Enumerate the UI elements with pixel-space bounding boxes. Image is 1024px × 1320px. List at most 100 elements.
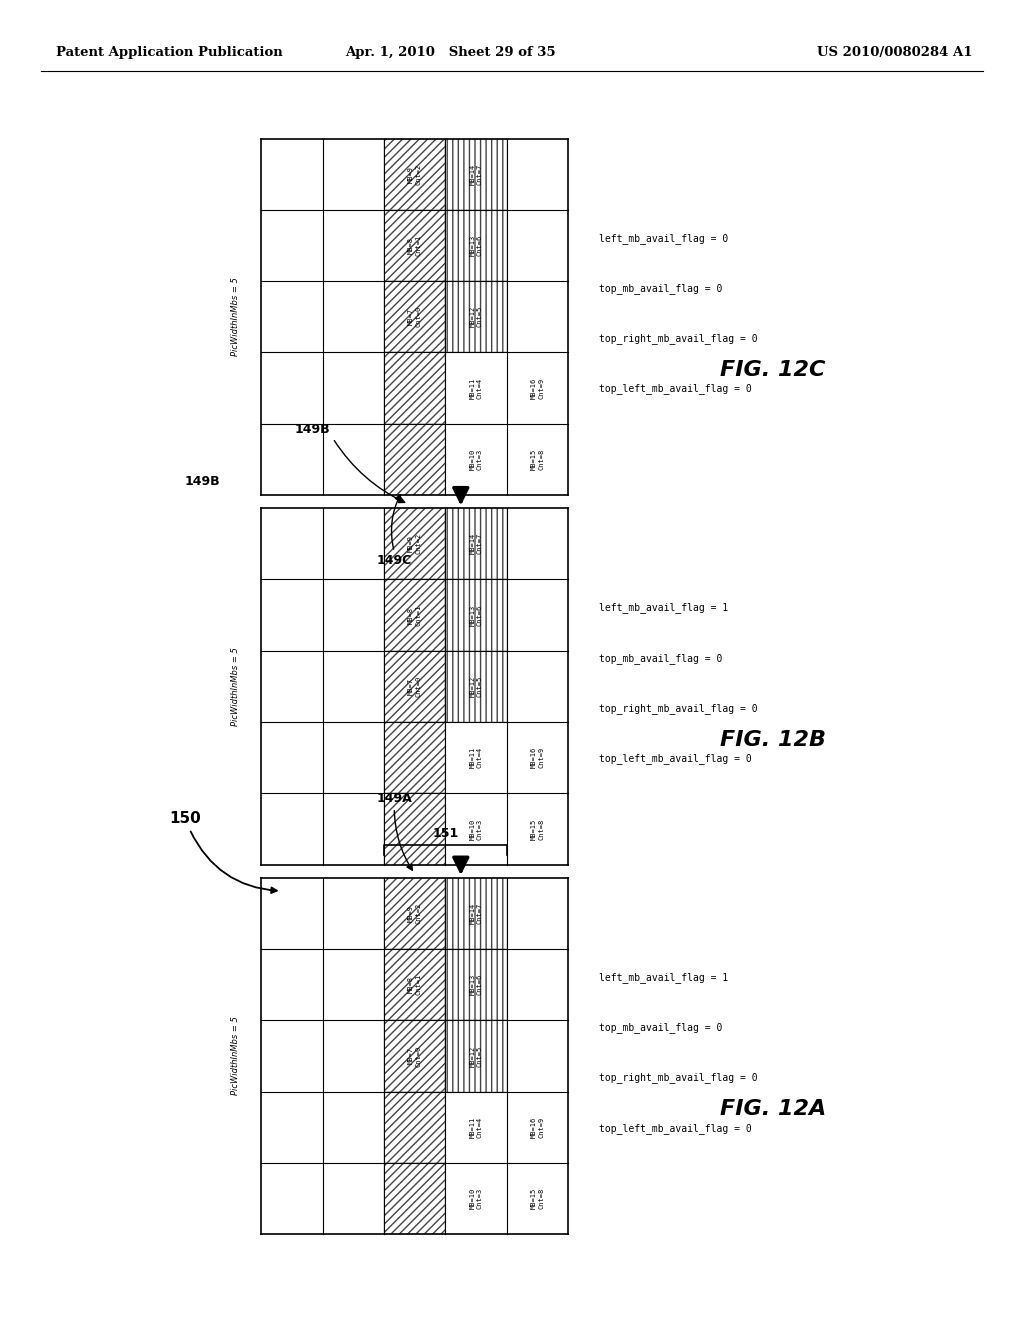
Bar xyxy=(384,1163,445,1234)
Text: top_left_mb_avail_flag = 0: top_left_mb_avail_flag = 0 xyxy=(599,752,752,764)
Bar xyxy=(445,651,507,722)
Bar xyxy=(384,651,445,722)
Text: top_right_mb_avail_flag = 0: top_right_mb_avail_flag = 0 xyxy=(599,1072,758,1084)
Bar xyxy=(384,352,445,424)
Text: PicWidthInMbs = 5: PicWidthInMbs = 5 xyxy=(231,1016,240,1096)
Bar xyxy=(261,508,568,865)
Bar xyxy=(384,579,445,651)
Text: 150: 150 xyxy=(169,810,201,826)
Bar xyxy=(384,722,445,793)
Text: top_right_mb_avail_flag = 0: top_right_mb_avail_flag = 0 xyxy=(599,702,758,714)
Text: MB=10
Cnt=3: MB=10 Cnt=3 xyxy=(470,818,482,840)
Text: MB=16
Cnt=9: MB=16 Cnt=9 xyxy=(531,1117,544,1138)
Text: MB=11
Cnt=4: MB=11 Cnt=4 xyxy=(470,1117,482,1138)
Bar xyxy=(445,878,507,949)
Text: MB=15
Cnt=8: MB=15 Cnt=8 xyxy=(531,818,544,840)
Text: Apr. 1, 2010   Sheet 29 of 35: Apr. 1, 2010 Sheet 29 of 35 xyxy=(345,46,556,59)
Bar xyxy=(384,1020,445,1092)
Bar xyxy=(445,281,507,352)
Text: 149B: 149B xyxy=(295,422,330,436)
Text: top_left_mb_avail_flag = 0: top_left_mb_avail_flag = 0 xyxy=(599,383,752,395)
Bar xyxy=(445,508,507,579)
Bar xyxy=(384,281,445,352)
Bar xyxy=(384,424,445,495)
Bar xyxy=(384,722,445,793)
Bar xyxy=(261,878,568,1234)
Bar xyxy=(445,579,507,651)
Bar xyxy=(384,508,445,579)
Text: MB=10
Cnt=3: MB=10 Cnt=3 xyxy=(470,1188,482,1209)
Bar xyxy=(445,878,507,949)
Text: MB=16
Cnt=9: MB=16 Cnt=9 xyxy=(531,378,544,399)
Text: MB=11
Cnt=4: MB=11 Cnt=4 xyxy=(470,747,482,768)
Bar xyxy=(384,1092,445,1163)
Text: PicWidthInMbs = 5: PicWidthInMbs = 5 xyxy=(231,647,240,726)
Text: MB=15
Cnt=8: MB=15 Cnt=8 xyxy=(531,1188,544,1209)
Bar xyxy=(445,210,507,281)
Text: MB=15
Cnt=8: MB=15 Cnt=8 xyxy=(531,449,544,470)
Text: MB=9
Cnt=2: MB=9 Cnt=2 xyxy=(409,164,421,185)
Bar xyxy=(445,651,507,722)
Text: FIG. 12A: FIG. 12A xyxy=(720,1100,826,1119)
Text: 151: 151 xyxy=(432,826,459,840)
Text: MB=12
Cnt=5: MB=12 Cnt=5 xyxy=(470,1045,482,1067)
Text: MB=8
Cnt=1: MB=8 Cnt=1 xyxy=(409,974,421,995)
Text: US 2010/0080284 A1: US 2010/0080284 A1 xyxy=(817,46,973,59)
Bar xyxy=(384,651,445,722)
Bar xyxy=(384,210,445,281)
Bar xyxy=(384,1020,445,1092)
Text: MB=13
Cnt=6: MB=13 Cnt=6 xyxy=(470,605,482,626)
Text: left_mb_avail_flag = 1: left_mb_avail_flag = 1 xyxy=(599,972,728,983)
Bar xyxy=(445,1020,507,1092)
Bar xyxy=(384,424,445,495)
Bar xyxy=(445,579,507,651)
Text: MB=16
Cnt=9: MB=16 Cnt=9 xyxy=(531,747,544,768)
Bar xyxy=(384,281,445,352)
Text: PicWidthInMbs = 5: PicWidthInMbs = 5 xyxy=(231,277,240,356)
Text: MB=13
Cnt=6: MB=13 Cnt=6 xyxy=(470,974,482,995)
Bar xyxy=(445,139,507,210)
Text: MB=8
Cnt=1: MB=8 Cnt=1 xyxy=(409,605,421,626)
Text: MB=7
Cnt=0: MB=7 Cnt=0 xyxy=(409,1045,421,1067)
Bar xyxy=(261,139,568,495)
Text: left_mb_avail_flag = 0: left_mb_avail_flag = 0 xyxy=(599,232,728,244)
Bar xyxy=(445,949,507,1020)
Bar xyxy=(384,139,445,210)
Text: MB=9
Cnt=2: MB=9 Cnt=2 xyxy=(409,903,421,924)
Bar xyxy=(384,878,445,949)
Text: MB=10
Cnt=3: MB=10 Cnt=3 xyxy=(470,449,482,470)
Bar xyxy=(445,139,507,210)
Text: 149C: 149C xyxy=(377,554,412,568)
Text: MB=12
Cnt=5: MB=12 Cnt=5 xyxy=(470,676,482,697)
Bar xyxy=(445,1020,507,1092)
Bar xyxy=(384,1163,445,1234)
Text: 149A: 149A xyxy=(377,792,412,805)
Text: FIG. 12C: FIG. 12C xyxy=(721,360,825,380)
Text: MB=13
Cnt=6: MB=13 Cnt=6 xyxy=(470,235,482,256)
Bar xyxy=(384,878,445,949)
Bar xyxy=(445,949,507,1020)
Bar xyxy=(445,281,507,352)
Text: MB=14
Cnt=7: MB=14 Cnt=7 xyxy=(470,533,482,554)
Text: MB=11
Cnt=4: MB=11 Cnt=4 xyxy=(470,378,482,399)
Bar xyxy=(384,139,445,210)
Text: FIG. 12B: FIG. 12B xyxy=(720,730,826,750)
Text: MB=9
Cnt=2: MB=9 Cnt=2 xyxy=(409,533,421,554)
Text: left_mb_avail_flag = 1: left_mb_avail_flag = 1 xyxy=(599,602,728,614)
Text: MB=14
Cnt=7: MB=14 Cnt=7 xyxy=(470,164,482,185)
Bar xyxy=(384,1092,445,1163)
Text: MB=7
Cnt=0: MB=7 Cnt=0 xyxy=(409,676,421,697)
Text: MB=8
Cnt=1: MB=8 Cnt=1 xyxy=(409,235,421,256)
Bar xyxy=(384,793,445,865)
Bar xyxy=(384,508,445,579)
Text: MB=12
Cnt=5: MB=12 Cnt=5 xyxy=(470,306,482,327)
Text: top_mb_avail_flag = 0: top_mb_avail_flag = 0 xyxy=(599,1022,722,1034)
Bar xyxy=(384,949,445,1020)
Bar xyxy=(445,508,507,579)
Bar xyxy=(384,793,445,865)
Text: top_right_mb_avail_flag = 0: top_right_mb_avail_flag = 0 xyxy=(599,333,758,345)
Text: MB=7
Cnt=0: MB=7 Cnt=0 xyxy=(409,306,421,327)
Bar xyxy=(384,210,445,281)
Bar xyxy=(384,352,445,424)
Text: MB=14
Cnt=7: MB=14 Cnt=7 xyxy=(470,903,482,924)
